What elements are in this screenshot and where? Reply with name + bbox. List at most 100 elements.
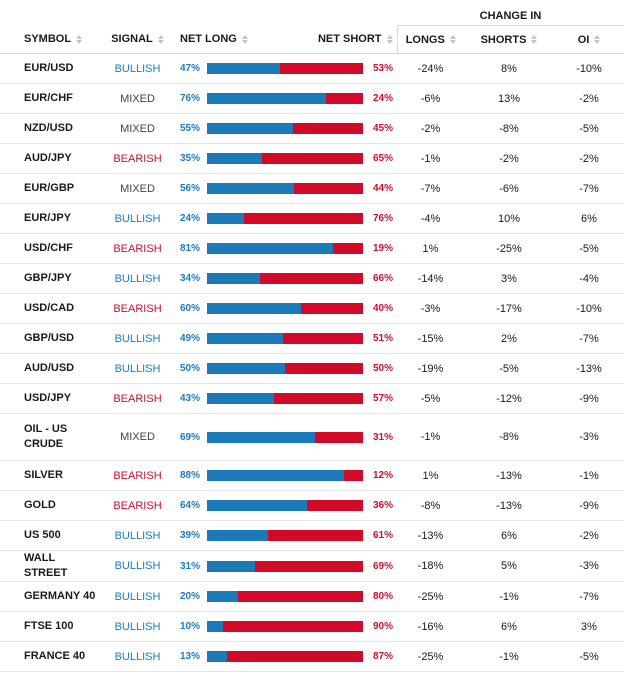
symbol-cell[interactable]: EUR/GBP (0, 173, 100, 204)
table-row[interactable]: GERMANY 40 BULLISH 20% 80% -25% -1% -7% (0, 581, 624, 612)
table-row[interactable]: USD/CHF BEARISH 81% 19% 1% -25% -5% (0, 233, 624, 264)
signal-cell: BULLISH (100, 203, 175, 234)
change-longs-cell: -3% (397, 293, 464, 324)
table-row[interactable]: FTSE 100 BULLISH 10% 90% -16% 6% 3% (0, 611, 624, 642)
net-long-bar (207, 393, 275, 404)
net-short-cell: 44% (365, 173, 397, 204)
column-header-longs[interactable]: LONGS (396, 25, 464, 54)
sentiment-bar-cell (205, 203, 365, 234)
symbol-cell[interactable]: USD/JPY (0, 383, 100, 414)
net-long-bar (207, 273, 261, 284)
change-longs-cell: -2% (397, 113, 464, 144)
signal-cell: BULLISH (100, 641, 175, 672)
change-oi-cell: -7% (554, 323, 624, 354)
change-shorts-cell: 8% (464, 53, 554, 84)
symbol-cell[interactable]: GERMANY 40 (0, 581, 100, 612)
symbol-cell[interactable]: AUD/USD (0, 353, 100, 384)
net-long-cell: 55% (175, 113, 205, 144)
change-shorts-cell: -2% (464, 143, 554, 174)
column-header-net-short[interactable]: NET SHORT (318, 25, 397, 54)
sort-arrows-icon[interactable] (594, 35, 601, 45)
symbol-cell[interactable]: AUD/JPY (0, 143, 100, 174)
change-oi-cell: -1% (554, 460, 624, 491)
change-longs-cell: -4% (397, 203, 464, 234)
symbol-cell[interactable]: GBP/JPY (0, 263, 100, 294)
table-row[interactable]: FRANCE 40 BULLISH 13% 87% -25% -1% -5% (0, 641, 624, 672)
symbol-cell[interactable]: SILVER (0, 460, 100, 491)
symbol-cell[interactable]: EUR/CHF (0, 83, 100, 114)
sentiment-bar (207, 500, 363, 511)
sort-arrows-icon[interactable] (386, 34, 393, 44)
table-row[interactable]: USD/JPY BEARISH 43% 57% -5% -12% -9% (0, 383, 624, 414)
table-row[interactable]: EUR/JPY BULLISH 24% 76% -4% 10% 6% (0, 203, 624, 234)
symbol-cell[interactable]: FTSE 100 (0, 611, 100, 642)
table-row[interactable]: OIL - US CRUDE MIXED 69% 31% -1% -8% -3% (0, 413, 624, 461)
signal-cell: BULLISH (100, 581, 175, 612)
symbol-cell[interactable]: OIL - US CRUDE (0, 413, 100, 461)
net-long-bar (207, 470, 345, 481)
net-long-cell: 69% (175, 413, 205, 461)
table-row[interactable]: WALL STREET BULLISH 31% 69% -18% 5% -3% (0, 550, 624, 582)
sentiment-bar (207, 333, 363, 344)
table-row[interactable]: GBP/USD BULLISH 49% 51% -15% 2% -7% (0, 323, 624, 354)
net-long-bar (207, 93, 326, 104)
net-long-bar (207, 153, 262, 164)
sentiment-bar (207, 213, 363, 224)
sort-arrows-icon[interactable] (76, 34, 83, 44)
change-shorts-cell: 13% (464, 83, 554, 114)
net-long-bar (207, 123, 293, 134)
sentiment-bar (207, 591, 363, 602)
table-row[interactable]: GOLD BEARISH 64% 36% -8% -13% -9% (0, 490, 624, 521)
net-short-bar (292, 123, 363, 134)
symbol-cell[interactable]: NZD/USD (0, 113, 100, 144)
symbol-cell[interactable]: EUR/JPY (0, 203, 100, 234)
sort-arrows-icon[interactable] (449, 35, 456, 45)
symbol-cell[interactable]: GBP/USD (0, 323, 100, 354)
change-longs-cell: -1% (397, 413, 464, 461)
column-header-signal[interactable]: SIGNAL (100, 25, 175, 54)
table-row[interactable]: AUD/JPY BEARISH 35% 65% -1% -2% -2% (0, 143, 624, 174)
symbol-cell[interactable]: US 500 (0, 520, 100, 551)
column-header-oi[interactable]: OI (554, 25, 624, 54)
net-short-bar (280, 63, 363, 74)
symbol-cell[interactable]: USD/CAD (0, 293, 100, 324)
net-long-bar (207, 431, 315, 443)
change-longs-cell: -18% (397, 550, 464, 582)
symbol-cell[interactable]: FRANCE 40 (0, 641, 100, 672)
net-short-cell: 40% (365, 293, 397, 324)
net-short-cell: 36% (365, 490, 397, 521)
sort-arrows-icon[interactable] (531, 35, 538, 45)
change-shorts-cell: 3% (464, 263, 554, 294)
table-row[interactable]: AUD/USD BULLISH 50% 50% -19% -5% -13% (0, 353, 624, 384)
table-row[interactable]: EUR/CHF MIXED 76% 24% -6% 13% -2% (0, 83, 624, 114)
net-short-bar (261, 153, 363, 164)
signal-cell: MIXED (100, 83, 175, 114)
column-header-net-long[interactable]: NET LONG (175, 25, 365, 54)
sentiment-bar (207, 183, 363, 194)
symbol-cell[interactable]: USD/CHF (0, 233, 100, 264)
symbol-cell[interactable]: WALL STREET (0, 550, 100, 582)
sort-arrows-icon[interactable] (157, 34, 164, 44)
net-short-cell: 66% (365, 263, 397, 294)
table-row[interactable]: NZD/USD MIXED 55% 45% -2% -8% -5% (0, 113, 624, 144)
symbol-cell[interactable]: GOLD (0, 490, 100, 521)
table-row[interactable]: SILVER BEARISH 88% 12% 1% -13% -1% (0, 460, 624, 491)
table-row[interactable]: USD/CAD BEARISH 60% 40% -3% -17% -10% (0, 293, 624, 324)
column-header-symbol[interactable]: SYMBOL (0, 25, 100, 54)
table-row[interactable]: US 500 BULLISH 39% 61% -13% 6% -2% (0, 520, 624, 551)
net-long-cell: 35% (175, 143, 205, 174)
net-long-cell: 50% (175, 353, 205, 384)
net-long-bar (207, 621, 223, 632)
net-short-bar (294, 183, 363, 194)
column-header-shorts[interactable]: SHORTS (464, 25, 554, 54)
table-row[interactable]: EUR/GBP MIXED 56% 44% -7% -6% -7% (0, 173, 624, 204)
table-body: EUR/USD BULLISH 47% 53% -24% 8% -10% EUR/CHF MIX… (0, 53, 624, 672)
table-row[interactable]: EUR/USD BULLISH 47% 53% -24% 8% -10% (0, 53, 624, 84)
change-longs-cell: -14% (397, 263, 464, 294)
symbol-cell[interactable]: EUR/USD (0, 53, 100, 84)
net-short-cell: 31% (365, 413, 397, 461)
net-short-bar (222, 621, 363, 632)
sort-arrows-icon[interactable] (241, 34, 248, 44)
table-row[interactable]: GBP/JPY BULLISH 34% 66% -14% 3% -4% (0, 263, 624, 294)
net-long-cell: 81% (175, 233, 205, 264)
